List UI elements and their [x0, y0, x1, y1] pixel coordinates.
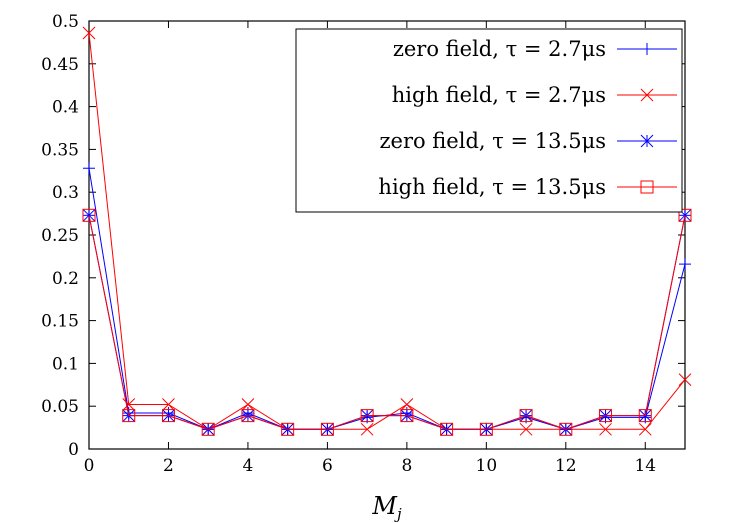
series-line	[88, 215, 686, 430]
series-line	[88, 32, 686, 430]
data-point-cross	[82, 26, 96, 40]
x-tick-label: 6	[322, 456, 333, 476]
y-tick-label: 0.2	[52, 269, 79, 289]
legend-item: zero field, τ = 2.7μs	[393, 37, 677, 61]
x-axis-label: Mj	[371, 492, 402, 523]
data-point-square	[82, 208, 96, 222]
legend-label: zero field, τ = 2.7μs	[393, 37, 606, 61]
data-point-plus	[679, 258, 691, 271]
data-point-cross	[241, 398, 255, 411]
x-axis-label-sub: j	[394, 505, 402, 523]
data-point-cross	[360, 422, 374, 436]
data-point-square	[559, 422, 573, 436]
x-axis-label-main: M	[371, 492, 398, 520]
y-tick-label: 0.25	[41, 226, 79, 246]
y-tick-label: 0.35	[41, 140, 79, 160]
data-point-plus	[83, 162, 95, 175]
y-tick-label: 0.1	[52, 354, 79, 374]
data-point-cross	[122, 398, 136, 411]
legend-item: high field, τ = 2.7μs	[392, 83, 677, 107]
series-line	[88, 215, 686, 430]
legend-item: zero field, τ = 13.5μs	[379, 129, 677, 153]
x-tick-label: 10	[476, 456, 498, 476]
data-point-square	[201, 422, 215, 436]
data-point-plus	[641, 43, 653, 55]
data-point-square	[640, 180, 654, 194]
series-3	[82, 208, 692, 436]
data-point-cross	[162, 398, 175, 411]
legend-label: zero field, τ = 13.5μs	[379, 129, 606, 153]
data-point-cross	[599, 422, 612, 436]
legend-box	[295, 28, 683, 213]
y-tick-label: 0.4	[52, 98, 79, 118]
x-tick-label: 0	[84, 456, 95, 476]
data-point-square	[519, 409, 533, 423]
series-4	[82, 208, 692, 436]
data-point-star	[640, 134, 654, 148]
x-tick-label: 14	[634, 456, 656, 476]
x-tick-label: 8	[401, 456, 412, 476]
data-point-square	[638, 409, 652, 423]
x-tick-label: 12	[555, 456, 577, 476]
x-tick-label: 2	[163, 456, 174, 476]
data-point-square	[678, 208, 692, 222]
data-point-cross	[638, 422, 652, 436]
data-point-square	[122, 409, 136, 423]
legend: zero field, τ = 2.7μs high field, τ = 2.7…	[295, 28, 683, 213]
y-tick-label: 0.05	[41, 397, 79, 417]
data-point-square	[440, 422, 454, 436]
data-point-cross	[519, 422, 533, 436]
y-tick-label: 0.45	[41, 55, 79, 75]
legend-item: high field, τ = 13.5μs	[378, 175, 677, 199]
data-point-square	[360, 409, 374, 423]
y-tick-label: 0	[68, 440, 79, 460]
data-point-square	[320, 422, 334, 436]
data-point-cross	[400, 398, 414, 411]
y-tick-label: 0.3	[52, 183, 79, 203]
data-point-square	[161, 409, 175, 423]
data-point-cross	[678, 373, 692, 387]
data-point-square	[281, 422, 295, 436]
data-point-square	[241, 409, 255, 423]
x-tick-label: 4	[243, 456, 254, 476]
legend-label: high field, τ = 2.7μs	[392, 83, 606, 107]
y-tick-label: 0.15	[41, 312, 79, 332]
axis-ticks: 0 2 4 6 8 10 12 14 0 0.05 0.1 0.15 0.2 0.25 0.3 0.35 0.4…	[41, 12, 685, 476]
legend-label: high field, τ = 13.5μs	[378, 175, 606, 199]
data-point-square	[479, 422, 493, 436]
series-layer	[82, 26, 692, 436]
y-tick-label: 0.5	[52, 12, 79, 32]
data-point-cross	[640, 88, 654, 102]
data-point-square	[599, 409, 613, 423]
data-point-square	[400, 409, 414, 423]
